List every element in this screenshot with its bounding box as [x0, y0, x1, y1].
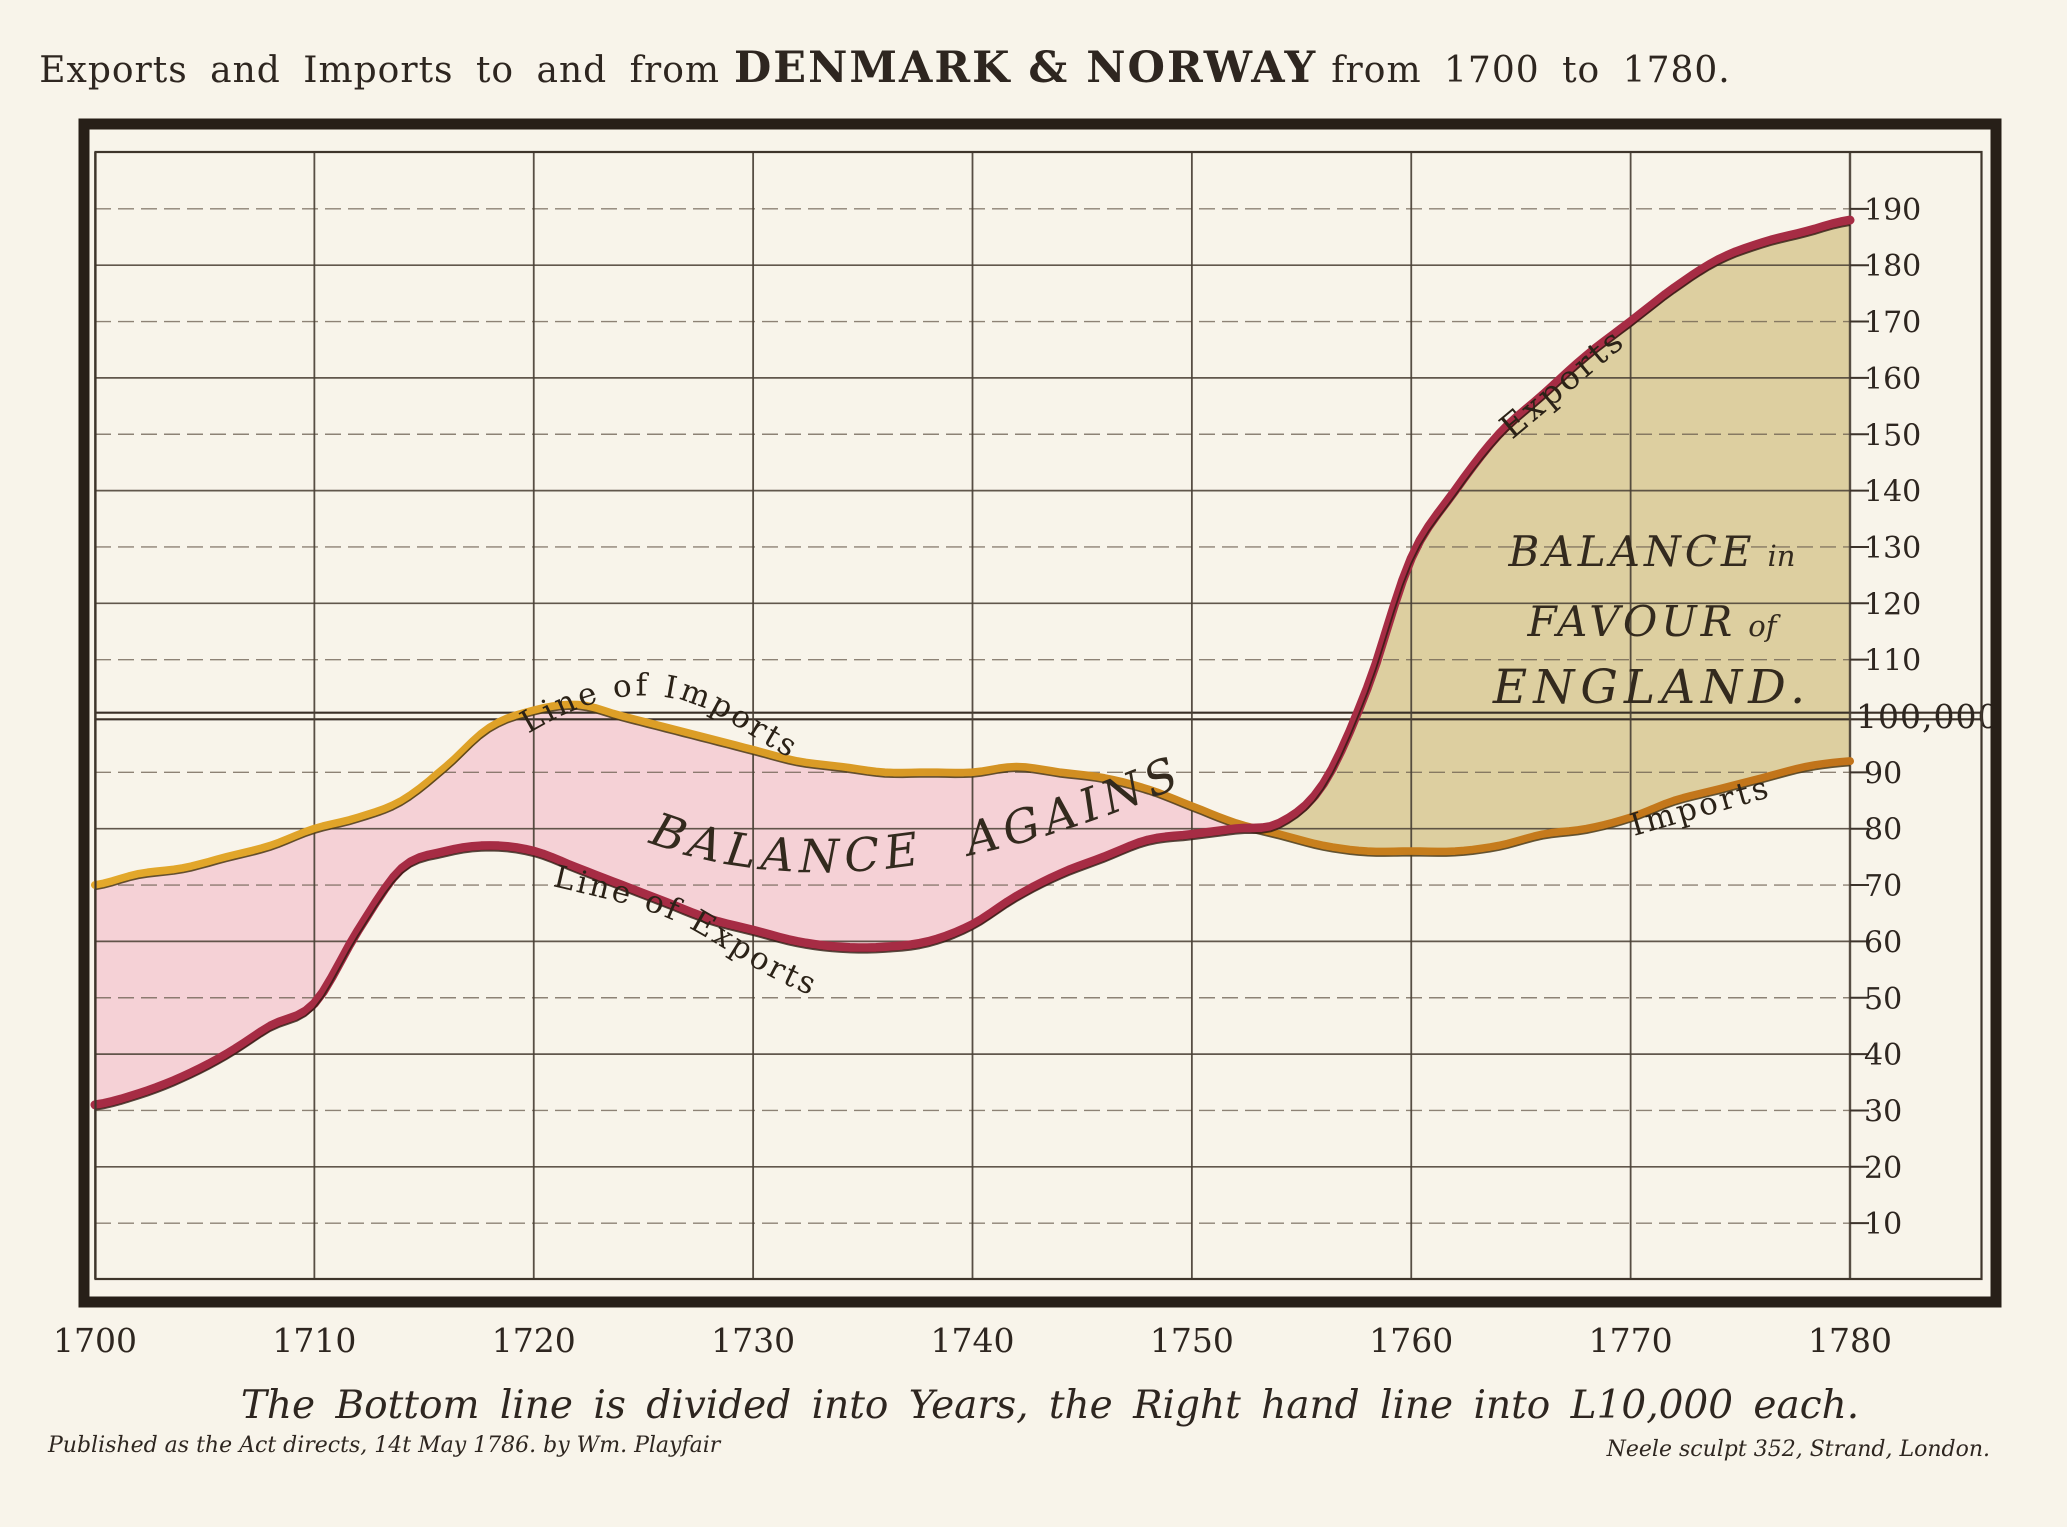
balance-favour-line3: ENGLAND. [1492, 660, 1811, 715]
balance-favour-word-favour: FAVOUR [1527, 597, 1737, 646]
bottom-caption: The Bottom line is divided into Years, t… [241, 1383, 1859, 1428]
y-tick-label-140: 140 [1864, 475, 1921, 510]
y-tick-label-150: 150 [1864, 418, 1921, 453]
imports-line [91, 700, 1854, 889]
y-label-100000: 100,000 [1856, 697, 1999, 736]
balance-favour-line1: BALANCE in [1508, 527, 1796, 576]
x-tick-label-1710: 1710 [272, 1321, 356, 1360]
plot-area: 190 180 170 160 150 140 130 120 110 90 80 70 60 50 40 3… [53, 152, 1999, 1360]
x-tick-label-1780: 1780 [1808, 1321, 1892, 1360]
x-tick-label-1730: 1730 [711, 1321, 795, 1360]
x-tick-label-1750: 1750 [1150, 1321, 1234, 1360]
balance-favour-word-balance: BALANCE [1508, 527, 1756, 576]
chart-title-suffix: from 1700 to 1780. [1331, 50, 1731, 91]
y-tick-label-70: 70 [1864, 869, 1902, 904]
y-tick-label-30: 30 [1864, 1094, 1902, 1129]
publisher-inscription: Published as the Act directs, 14t May 17… [47, 1433, 722, 1458]
exports-engraved-line [94, 224, 1851, 1111]
balance-favour-word-in: in [1768, 539, 1796, 573]
y-tick-label-10: 10 [1864, 1207, 1902, 1242]
y-tick-label-170: 170 [1864, 306, 1921, 341]
chart-title: Exports and Imports to and from DENMARK &… [39, 43, 1730, 93]
y-tick-label-20: 20 [1864, 1151, 1902, 1186]
y-tick-label-120: 120 [1864, 587, 1921, 622]
balance-favour-line2: FAVOUR of [1527, 597, 1782, 646]
y-tick-label-80: 80 [1864, 813, 1902, 848]
x-tick-label-1760: 1760 [1369, 1321, 1453, 1360]
inner-frame [94, 150, 1983, 1281]
y-tick-label-90: 90 [1864, 756, 1902, 791]
y-tick-label-40: 40 [1864, 1038, 1902, 1073]
y-tick-label-180: 180 [1864, 249, 1921, 284]
x-tick-label-1770: 1770 [1589, 1321, 1673, 1360]
x-tick-label-1740: 1740 [931, 1321, 1015, 1360]
outer-border [78, 118, 2002, 1308]
chart-title-emphasis: DENMARK & NORWAY [734, 43, 1317, 93]
chart-title-prefix: Exports and Imports to and from [39, 50, 720, 91]
x-tick-label-1720: 1720 [492, 1321, 576, 1360]
y-tick-label-130: 130 [1864, 531, 1921, 566]
engraver-inscription: Neele sculpt 352, Strand, London. [1606, 1437, 1990, 1462]
x-tick-label-1700: 1700 [53, 1321, 137, 1360]
balance-favour-word-of: of [1748, 609, 1781, 643]
y-tick-label-50: 50 [1864, 982, 1902, 1017]
y-tick-label-110: 110 [1864, 644, 1921, 679]
y-tick-label-160: 160 [1864, 362, 1921, 397]
y-tick-label-60: 60 [1864, 925, 1902, 960]
y-tick-label-190: 190 [1864, 193, 1921, 228]
exports-line [90, 215, 1855, 1110]
imports-engraved-line [94, 708, 1851, 891]
